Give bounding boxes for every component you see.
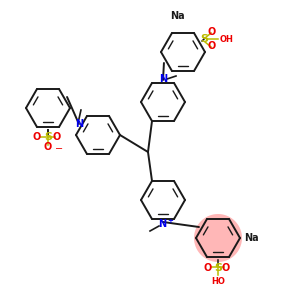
Text: N: N: [158, 219, 166, 229]
Text: N: N: [159, 74, 167, 84]
Text: O: O: [44, 142, 52, 152]
Text: O: O: [204, 263, 212, 273]
Text: O: O: [208, 41, 216, 51]
Text: S: S: [200, 34, 208, 44]
Text: O: O: [208, 27, 216, 37]
Text: Na: Na: [170, 11, 184, 21]
Text: Na: Na: [244, 233, 259, 243]
Polygon shape: [194, 214, 242, 262]
Text: S: S: [44, 132, 52, 142]
Text: +: +: [167, 218, 173, 224]
Text: HO: HO: [211, 277, 225, 286]
Text: −: −: [55, 144, 63, 154]
Text: N: N: [75, 119, 83, 129]
Text: O: O: [222, 263, 230, 273]
Text: S: S: [214, 263, 222, 273]
Text: O: O: [33, 132, 41, 142]
Text: OH: OH: [220, 34, 234, 43]
Text: O: O: [53, 132, 61, 142]
